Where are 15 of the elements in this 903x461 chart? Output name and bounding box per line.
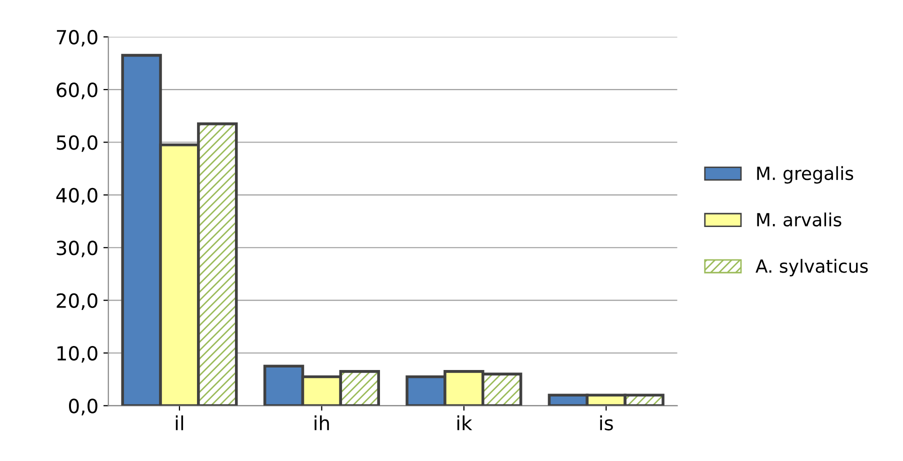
- x-tick-label: is: [600, 415, 613, 430]
- x-tick-label: ih: [314, 415, 329, 430]
- legend-label: M. gregalis: [757, 166, 854, 184]
- y-tick-label: 20,0: [56, 293, 98, 310]
- y-tick-label: 30,0: [56, 240, 98, 258]
- legend-label: M. arvalis: [757, 212, 842, 227]
- x-tick-label: ik: [457, 415, 472, 430]
- y-tick-label: 0,0: [68, 398, 98, 416]
- y-tick-label: 40,0: [56, 188, 98, 205]
- legend-label: A. sylvaticus: [756, 258, 868, 276]
- y-tick-label: 10,0: [57, 346, 98, 363]
- x-tick-label: il: [176, 415, 184, 430]
- y-tick-label: 70,0: [56, 30, 98, 47]
- y-tick-label: 60,0: [56, 82, 98, 100]
- y-tick-label: 50,0: [56, 135, 98, 152]
